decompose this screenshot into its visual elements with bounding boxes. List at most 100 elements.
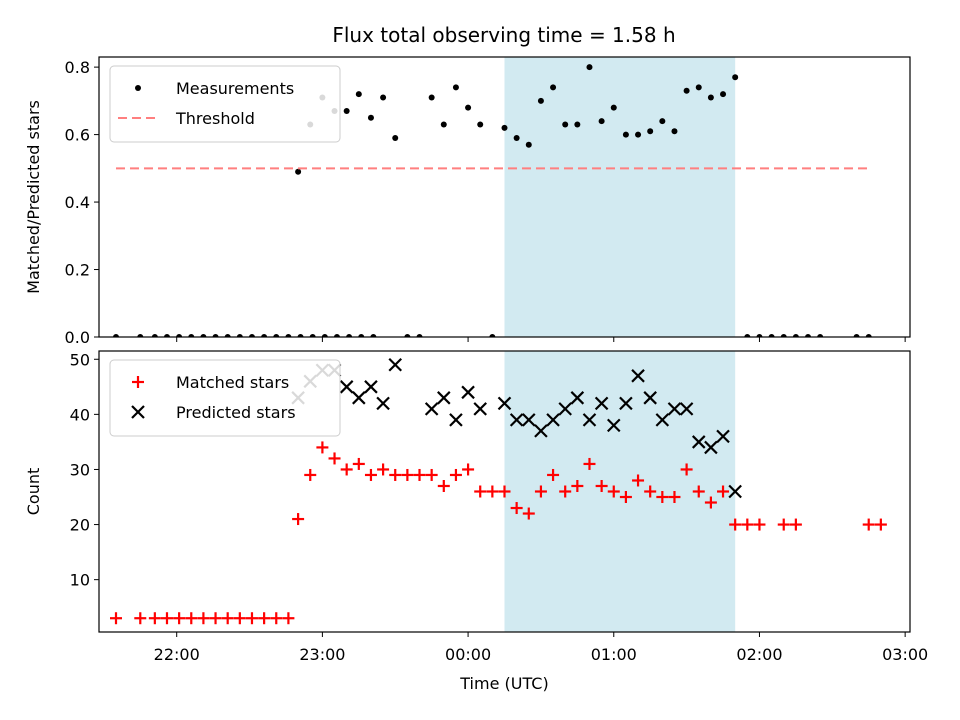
measurement-point bbox=[355, 91, 362, 98]
measurement-point bbox=[574, 121, 581, 128]
measurement-point bbox=[659, 118, 666, 125]
predicted-star-marker bbox=[643, 391, 657, 405]
measurement-point bbox=[586, 64, 593, 71]
predicted-star-marker bbox=[497, 396, 512, 411]
measurement-point bbox=[489, 334, 496, 337]
measurement-point bbox=[273, 334, 280, 337]
matched-star-marker bbox=[486, 485, 499, 498]
measurement-point bbox=[309, 334, 316, 337]
predicted-star-marker bbox=[546, 413, 560, 427]
x-tick-label: 23:00 bbox=[299, 645, 345, 664]
y-axis-label: Matched/Predicted stars bbox=[24, 100, 43, 294]
predicted-star-marker bbox=[461, 385, 475, 400]
predicted-star-marker bbox=[388, 357, 403, 372]
predicted-star-marker bbox=[534, 424, 548, 438]
matched-star-marker bbox=[559, 485, 572, 498]
measurement-point bbox=[137, 334, 144, 337]
measurement-point bbox=[416, 334, 423, 337]
y-tick-label: 10 bbox=[70, 571, 90, 590]
predicted-star-marker bbox=[509, 413, 524, 427]
matched-star-marker bbox=[437, 479, 450, 492]
matched-star-marker bbox=[534, 485, 547, 498]
predicted-star-marker bbox=[376, 396, 390, 411]
predicted-star-marker bbox=[558, 402, 572, 416]
measurement-point bbox=[428, 94, 435, 101]
shaded-span bbox=[504, 57, 736, 337]
measurement-point bbox=[297, 334, 304, 337]
measurement-point bbox=[404, 334, 411, 337]
x-tick-label: 00:00 bbox=[445, 645, 491, 664]
predicted-star-marker bbox=[594, 396, 609, 411]
matched-star-marker bbox=[668, 491, 681, 504]
matched-star-marker bbox=[595, 479, 608, 492]
chart-title: Flux total observing time = 1.58 h bbox=[332, 23, 675, 47]
measurement-point bbox=[635, 131, 642, 138]
predicted-star-marker bbox=[522, 413, 536, 427]
top-axes: 0.0 0.2 0.4 0.6 0.8 Matched/Predicted stars Me… bbox=[24, 56, 911, 347]
legend-label: Predicted stars bbox=[176, 403, 296, 422]
y-tick-label: 0.4 bbox=[65, 193, 90, 212]
matched-star-marker bbox=[729, 518, 742, 531]
legend-measurements-marker bbox=[135, 85, 141, 91]
matched-star-marker bbox=[753, 518, 766, 531]
matched-star-marker bbox=[619, 491, 632, 504]
measurement-point bbox=[295, 168, 302, 175]
matched-star-marker bbox=[173, 612, 186, 625]
y-tick-label: 30 bbox=[70, 460, 90, 479]
y-tick-label: 0.2 bbox=[65, 261, 90, 280]
predicted-star-marker bbox=[424, 402, 439, 416]
matched-star-marker bbox=[583, 457, 596, 470]
legend-label: Measurements bbox=[176, 79, 294, 98]
bottom-axes: 10 20 30 40 50 22:00 23:00 00:00 01:00 02:00 03:00… bbox=[24, 350, 928, 693]
measurement-point bbox=[865, 334, 872, 337]
matched-star-marker bbox=[607, 485, 620, 498]
plot-area bbox=[112, 64, 872, 337]
matched-star-marker bbox=[547, 468, 560, 481]
measurement-point bbox=[224, 334, 231, 337]
matched-star-marker bbox=[522, 507, 535, 520]
matched-star-marker bbox=[692, 485, 705, 498]
predicted-star-marker bbox=[679, 402, 694, 416]
measurement-point bbox=[212, 334, 219, 337]
predicted-star-marker bbox=[667, 402, 682, 416]
matched-star-marker bbox=[789, 518, 802, 531]
matched-star-marker bbox=[510, 502, 523, 515]
x-tick-label: 02:00 bbox=[736, 645, 782, 664]
predicted-star-marker bbox=[716, 429, 730, 444]
matched-star-marker bbox=[632, 474, 645, 487]
measurement-point bbox=[200, 334, 207, 337]
matched-star-marker bbox=[233, 612, 246, 625]
measurement-point bbox=[756, 334, 763, 337]
measurement-point bbox=[285, 334, 292, 337]
matched-star-marker bbox=[304, 468, 317, 481]
matched-star-marker bbox=[389, 468, 402, 481]
y-tick-label: 0.8 bbox=[65, 58, 90, 77]
measurement-point bbox=[792, 334, 799, 337]
matched-star-marker bbox=[413, 468, 426, 481]
matched-star-marker bbox=[364, 468, 377, 481]
predicted-star-marker bbox=[364, 380, 378, 394]
measurement-point bbox=[333, 334, 340, 337]
matched-star-marker bbox=[109, 612, 122, 625]
legend-label: Threshold bbox=[175, 109, 255, 128]
measurement-point bbox=[112, 334, 119, 337]
matched-star-marker bbox=[148, 612, 161, 625]
predicted-star-marker bbox=[691, 435, 706, 449]
measurement-point bbox=[562, 121, 569, 128]
predicted-star-marker bbox=[570, 391, 585, 405]
measurement-point bbox=[261, 334, 268, 337]
measurement-point bbox=[236, 334, 243, 337]
predicted-star-marker bbox=[449, 413, 463, 427]
measurement-point bbox=[525, 141, 532, 148]
predicted-star-marker bbox=[473, 402, 487, 416]
matched-star-marker bbox=[134, 612, 147, 625]
measurement-point bbox=[370, 334, 377, 337]
matched-star-marker bbox=[197, 612, 210, 625]
legend: Measurements Threshold bbox=[109, 65, 341, 143]
legend-box bbox=[109, 359, 341, 437]
matched-star-marker bbox=[777, 518, 790, 531]
matched-star-marker bbox=[282, 612, 295, 625]
matched-star-marker bbox=[160, 612, 173, 625]
measurement-point bbox=[343, 107, 350, 114]
